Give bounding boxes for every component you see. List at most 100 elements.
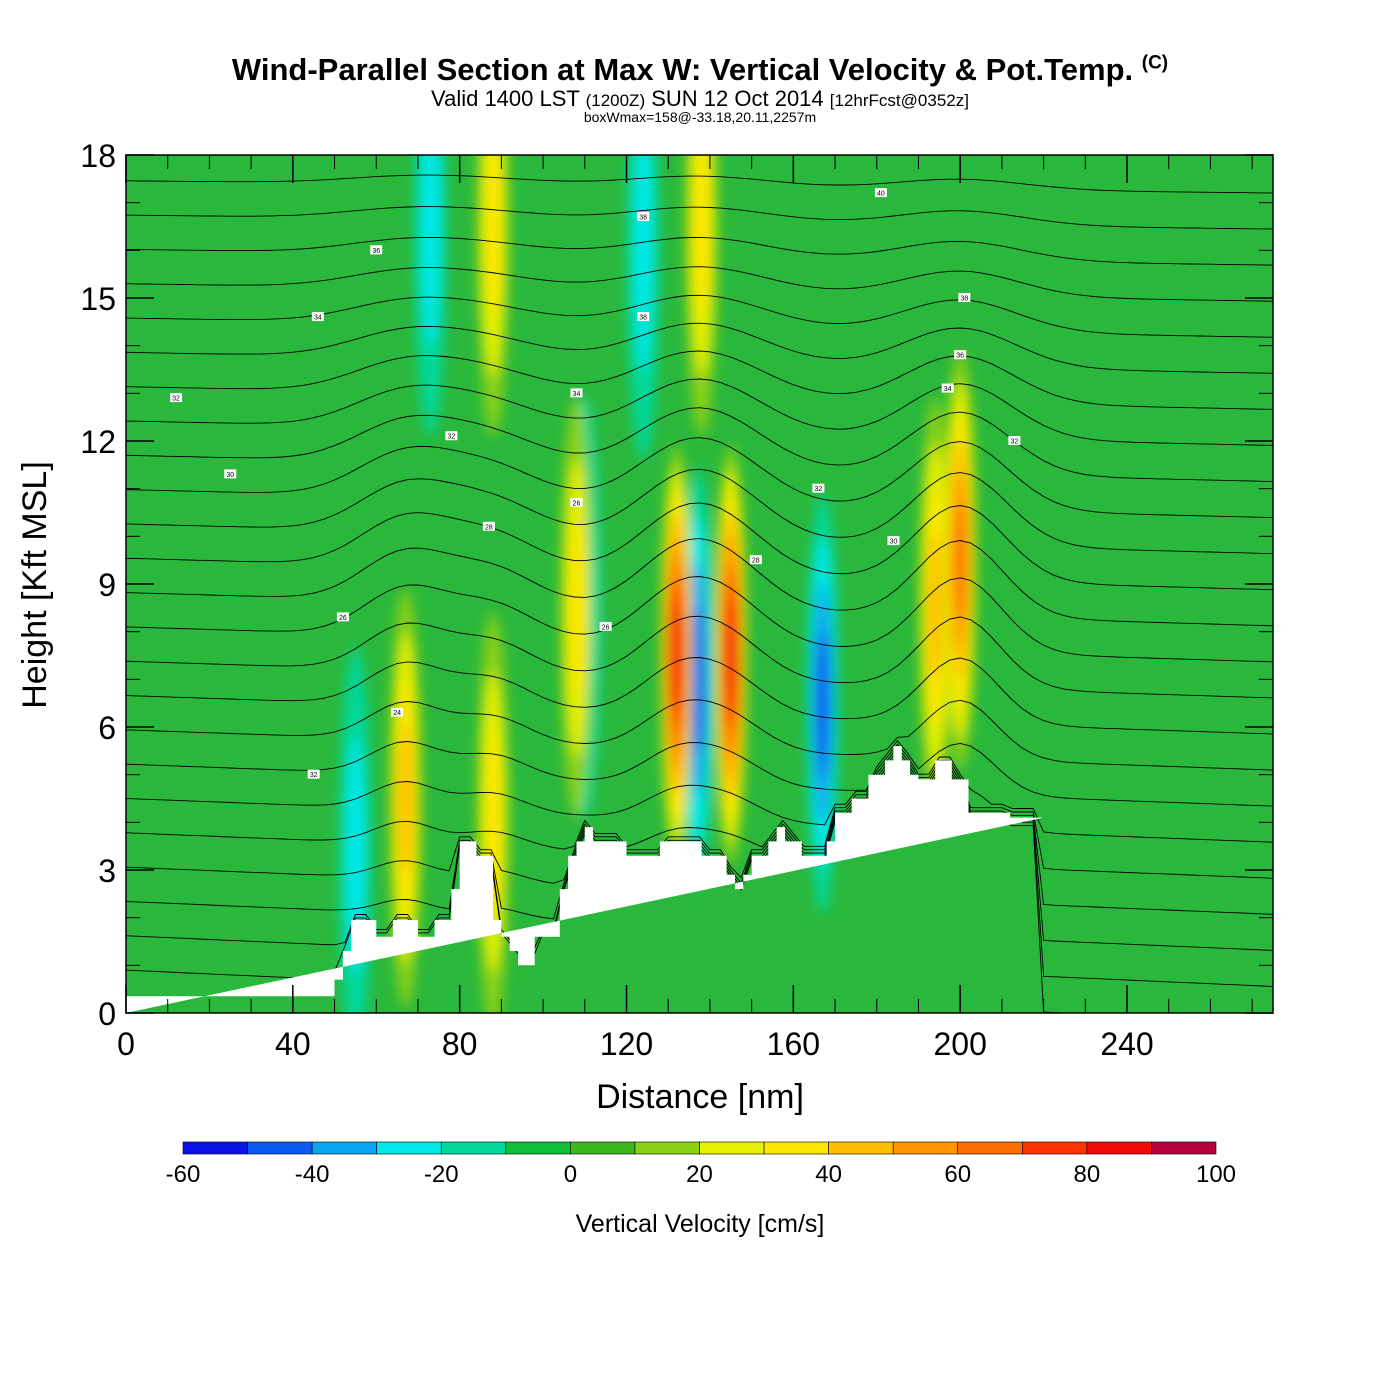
isentrope-line: [126, 538, 1273, 627]
contour-label-bg: [749, 555, 762, 565]
colorbar-swatch: [763, 1141, 829, 1155]
y-axis-title: Height [Kft MSL]: [16, 461, 54, 709]
contour-label-bg: [1008, 436, 1021, 445]
colorbar-swatch: [440, 1141, 507, 1155]
contour-label-bg: [599, 621, 612, 631]
colorbar-swatch: [570, 1141, 636, 1155]
y-tick-label: 0: [98, 996, 116, 1032]
contour-label: 32: [310, 772, 318, 779]
contour-label-bg: [391, 707, 404, 717]
contour-label-bg: [954, 350, 967, 360]
contour-label: 32: [447, 434, 455, 441]
contour-label: 36: [956, 353, 964, 360]
contour-label-bg: [224, 469, 237, 479]
terrain-mask: [126, 746, 1044, 1013]
potential-temperature-contours: [126, 174, 1273, 1013]
colorbar-title: Vertical Velocity [cm/s]: [576, 1210, 825, 1238]
isentrope-line: [126, 350, 1273, 410]
isentrope-line: [126, 657, 1273, 735]
colorbar-swatch: [634, 1141, 700, 1155]
contour-label-bg: [482, 521, 495, 531]
colorbar: -60 -40 -20 0 20 40 60 80 100: [166, 1141, 1236, 1188]
updraft-core: [693, 155, 710, 317]
contour-label: 34: [944, 386, 952, 393]
x-tick-label: 120: [600, 1026, 653, 1062]
y-tick-label: 3: [98, 853, 116, 889]
x-tick-label: 240: [1100, 1026, 1153, 1062]
updraft-core: [485, 155, 502, 317]
x-tick-label: 0: [117, 1026, 135, 1062]
contour-label-bg: [812, 483, 825, 493]
y-tick-label: 15: [80, 281, 116, 317]
updraft-core: [954, 500, 967, 621]
contour-label: 34: [314, 315, 322, 322]
x-tick-label: 40: [275, 1026, 311, 1062]
colorbar-tick-label: 20: [686, 1161, 713, 1188]
forecast-info: [12hrFcst@0352z]: [829, 91, 969, 110]
x-tick-label: 80: [442, 1026, 478, 1062]
box-wmax-note: boxWmax=158@-33.18,20.11,2257m: [583, 109, 817, 125]
colorbar-swatch: [311, 1141, 377, 1155]
contour-label: 38: [639, 214, 647, 221]
isentrope-line: [126, 468, 1273, 555]
contour-label-bg: [958, 293, 971, 302]
colorbar-tick-label: 60: [944, 1161, 971, 1188]
y-tick-label: 9: [98, 567, 116, 603]
colorbar-swatch: [892, 1141, 959, 1155]
colorbar-tick-label: -20: [424, 1161, 459, 1188]
x-axis: 0 40 80 120 160 200 240: [117, 155, 1253, 1062]
contour-label: 32: [1011, 439, 1019, 446]
contour-label: 32: [814, 486, 822, 493]
isentrope-line: [126, 699, 1273, 771]
colorbar-swatch: [1086, 1141, 1152, 1155]
updraft-core: [568, 517, 585, 698]
colorbar-swatch: [1151, 1141, 1217, 1155]
contour-label: 36: [372, 248, 380, 255]
colorbar-swatch: [699, 1141, 765, 1155]
colorbar-tick-label: -40: [295, 1161, 330, 1188]
contour-label: 40: [877, 191, 885, 198]
updraft-core: [928, 532, 943, 683]
contour-label: 38: [960, 296, 968, 303]
chart-title-text: Wind-Parallel Section at Max W: Vertical…: [231, 52, 1134, 87]
colorbar-tick-label: 0: [564, 1161, 577, 1188]
plot-area: 32 24 26 28 30 32 32 34 36 34 26 26 38 38 28 32 30 40 38 36…: [126, 155, 1273, 1013]
contour-label: 38: [639, 315, 647, 322]
colorbar-swatch: [957, 1141, 1023, 1155]
contour-labels: 32 24 26 28 30 32 32 34 36 34 26 26 38 38 28 32 30 40 38 36…: [170, 188, 1021, 779]
contour-label-bg: [570, 388, 583, 398]
colorbar-swatch: [182, 1141, 248, 1155]
updraft-core: [671, 603, 683, 708]
contour-label: 28: [485, 524, 493, 531]
isentrope-line: [126, 206, 1273, 230]
chart-subtitle: Valid 1400 LST (1200Z) SUN 12 Oct 2014 […: [0, 86, 1400, 112]
colorbar-tick-label: 100: [1196, 1161, 1236, 1188]
contour-label: 26: [339, 615, 347, 622]
isentrope-line: [126, 378, 1273, 446]
colorbar-tick-label: -60: [166, 1161, 201, 1188]
valid-date: SUN 12 Oct 2014: [651, 86, 824, 111]
contour-label-bg: [311, 312, 324, 322]
colorbar-tick-label: 40: [815, 1161, 842, 1188]
downdraft-core: [633, 155, 654, 371]
isentrope-line: [126, 437, 1273, 519]
x-axis-title: Distance [nm]: [596, 1078, 804, 1116]
y-tick-label: 18: [80, 138, 116, 174]
valid-time-local: Valid 1400 LST: [431, 86, 580, 111]
contour-label: 34: [573, 391, 581, 398]
contour-label-bg: [637, 211, 650, 221]
contour-label: 30: [226, 472, 234, 479]
contour-label: 32: [172, 396, 180, 403]
isentrope-line: [126, 576, 1273, 663]
downdraft-core: [345, 735, 366, 976]
contour-label-bg: [874, 188, 887, 198]
colorbar-swatch: [1022, 1141, 1088, 1155]
colorbar-swatch: [505, 1141, 571, 1155]
isentrope-line: [126, 236, 1273, 266]
contour-label: 26: [573, 500, 581, 507]
downdraft-core: [420, 155, 441, 347]
contour-label: 26: [602, 624, 610, 631]
updraft-core: [398, 723, 413, 874]
contour-label-bg: [637, 312, 650, 322]
